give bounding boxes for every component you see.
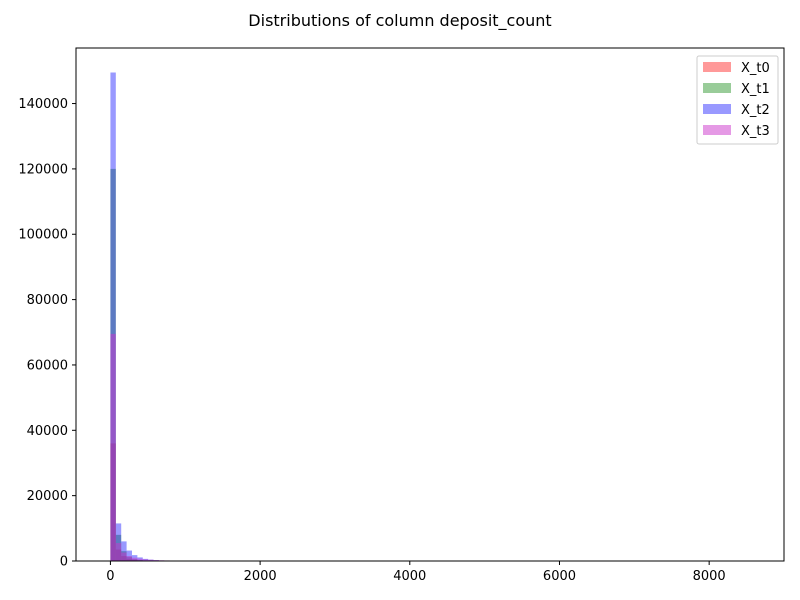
x-tick-label: 8000 xyxy=(693,569,726,584)
histogram-bar-X_t3-2 xyxy=(121,552,127,561)
histogram-bar-X_t3-7 xyxy=(148,559,154,561)
histogram-bar-X_t2-0 xyxy=(110,72,116,561)
x-tick-label: 4000 xyxy=(393,569,426,584)
histogram-bar-X_t3-0 xyxy=(110,333,116,561)
chart-title: Distributions of column deposit_count xyxy=(248,11,551,31)
histogram-bars xyxy=(110,72,219,562)
legend: X_t0 X_t1 X_t2 X_t3 xyxy=(696,55,779,145)
legend-swatch-X_t0 xyxy=(703,62,731,72)
y-tick-label: 80000 xyxy=(27,293,68,308)
y-tick-label: 120000 xyxy=(18,162,68,177)
legend-label-X_t0: X_t0 xyxy=(741,61,770,76)
histogram-bar-X_t3-1 xyxy=(115,543,122,561)
histogram-bar-X_t3-3 xyxy=(126,556,132,561)
legend-swatch-X_t3 xyxy=(703,125,731,135)
y-tick-label: 60000 xyxy=(27,358,68,373)
y-tick-label: 0 xyxy=(60,555,68,570)
legend-label-X_t2: X_t2 xyxy=(741,103,770,118)
x-axis: 0 2000 4000 6000 8000 xyxy=(106,561,726,584)
histogram-bar-X_t2-1 xyxy=(115,523,122,561)
legend-label-X_t3: X_t3 xyxy=(741,124,770,139)
x-tick-label: 0 xyxy=(106,569,114,584)
legend-swatch-X_t1 xyxy=(703,83,731,93)
legend-label-X_t1: X_t1 xyxy=(741,82,770,97)
histogram-bar-X_t3-4 xyxy=(131,557,138,561)
x-tick-label: 2000 xyxy=(244,569,277,584)
histogram-bar-X_t3-6 xyxy=(142,559,149,561)
histogram-bar-X_t2-3 xyxy=(126,550,132,561)
y-tick-label: 20000 xyxy=(27,489,68,504)
y-tick-label: 140000 xyxy=(18,97,68,112)
plot-area-frame xyxy=(75,47,785,562)
y-tick-label: 100000 xyxy=(18,228,68,243)
legend-frame xyxy=(696,55,779,145)
histogram-bar-X_t3-5 xyxy=(137,558,143,561)
y-tick-label: 40000 xyxy=(27,424,68,439)
histogram-bar-X_t2-2 xyxy=(121,541,127,561)
legend-swatch-X_t2 xyxy=(703,104,731,114)
y-axis: 0 20000 40000 60000 80000 100000 120000 140000 xyxy=(18,97,76,570)
x-tick-label: 6000 xyxy=(543,569,576,584)
